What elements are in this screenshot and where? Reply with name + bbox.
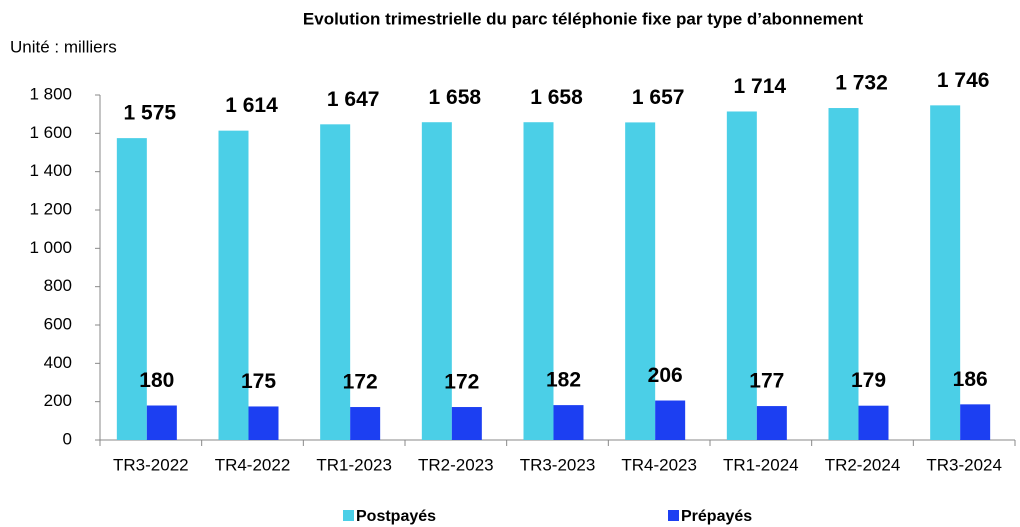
bar [350,407,381,440]
value-label: 1 575 [124,102,177,125]
x-tick-label: TR2-2024 [825,455,901,474]
value-label: 180 [139,369,174,392]
value-label: 172 [343,371,378,394]
y-tick-label: 1 000 [29,238,72,257]
bar [960,404,991,440]
value-label: 179 [851,369,886,392]
bar [828,108,859,441]
value-label: 1 658 [429,86,482,109]
value-label: 186 [953,368,988,391]
bar [726,111,757,440]
value-label: 177 [749,370,784,393]
bar [421,122,452,440]
value-label: 1 732 [835,72,888,95]
bar [146,405,177,440]
legend-swatch [668,510,679,521]
value-label: 1 614 [225,94,278,117]
bar [655,400,686,440]
bar [116,138,147,440]
value-label: 1 714 [734,75,787,98]
bar [523,122,554,440]
legend-label: Postpayés [356,508,436,525]
x-tick-label: TR1-2023 [316,455,392,474]
bar [451,407,482,440]
value-label: 1 647 [327,88,380,111]
x-tick-label: TR3-2022 [113,455,189,474]
value-label: 172 [444,371,479,394]
value-label: 1 657 [632,86,685,109]
unit-label: Unité : milliers [10,37,117,56]
y-tick-label: 1 800 [29,84,72,103]
bar [858,405,889,440]
y-tick-label: 200 [44,391,72,410]
x-tick-label: TR4-2022 [215,455,291,474]
bar [756,406,787,440]
x-tick-label: TR1-2024 [723,455,799,474]
y-tick-label: 600 [44,314,72,333]
y-tick-label: 800 [44,276,72,295]
legend-swatch [343,510,354,521]
bar [248,406,279,440]
bar [218,130,249,440]
bar [553,405,584,440]
y-tick-label: 400 [44,353,72,372]
y-tick-label: 1 200 [29,199,72,218]
bar [625,122,656,441]
x-tick-label: TR2-2023 [418,455,494,474]
legend-label: Prépayés [681,508,752,525]
x-tick-label: TR3-2024 [926,455,1002,474]
x-tick-label: TR4-2023 [621,455,697,474]
value-label: 175 [241,370,276,393]
bar [320,124,351,440]
value-label: 1 658 [530,86,583,109]
x-tick-label: TR3-2023 [520,455,596,474]
bar [930,105,961,440]
y-tick-label: 1 600 [29,123,72,142]
y-tick-label: 1 400 [29,161,72,180]
value-label: 206 [648,364,683,387]
y-tick-label: 0 [63,429,72,448]
value-label: 182 [546,369,581,392]
chart-title: Evolution trimestrielle du parc téléphon… [303,9,864,28]
value-label: 1 746 [937,69,990,92]
